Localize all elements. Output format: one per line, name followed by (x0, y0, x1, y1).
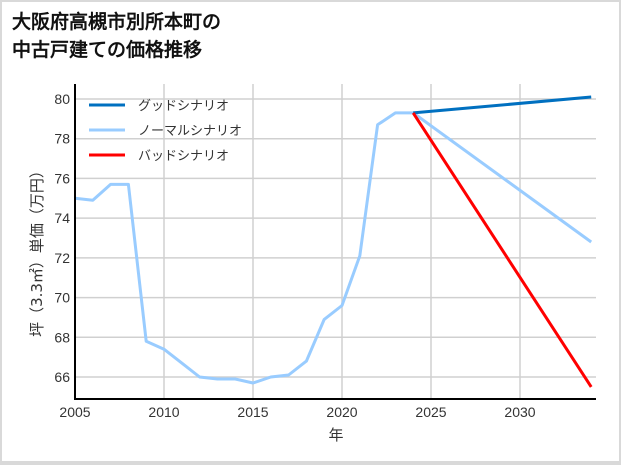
y-tick-label: 76 (54, 170, 70, 186)
x-axis-label: 年 (328, 426, 343, 444)
x-tick-label: 2020 (326, 404, 357, 420)
y-tick-label: 74 (54, 210, 70, 226)
series-line-2 (411, 112, 593, 388)
y-tick-label: 72 (54, 250, 70, 266)
series-line-1 (74, 111, 593, 385)
series-lines (74, 95, 593, 388)
chart-title-line-1: 大阪府高槻市別所本町の (12, 11, 222, 33)
chart-title-line-2: 中古戸建ての価格推移 (12, 39, 203, 61)
x-tick-label: 2015 (237, 404, 268, 420)
y-tick-label: 80 (54, 91, 70, 107)
y-tick-label: 66 (54, 369, 70, 385)
series-line-0 (413, 95, 592, 115)
y-axis-label: 坪（3.3㎡）単価（万円） (28, 163, 46, 337)
x-tick-label: 2025 (415, 404, 446, 420)
tick-labels: 2005 2010 2015 2020 2025 2030 66 68 70 72 74 76 78 80 (54, 91, 535, 420)
x-tick-label: 2005 (59, 404, 90, 420)
y-tick-label: 78 (54, 131, 70, 147)
chart-title: 大阪府高槻市別所本町の 中古戸建ての価格推移 (12, 8, 221, 64)
legend-label: ノーマルシナリオ (138, 124, 242, 139)
y-tick-label: 70 (54, 290, 70, 306)
grid-lines (74, 84, 596, 399)
x-tick-label: 2030 (504, 404, 535, 420)
legend-label: バッドシナリオ (138, 149, 229, 164)
y-tick-label: 68 (54, 329, 70, 345)
x-tick-label: 2010 (148, 404, 179, 420)
legend-label: グッドシナリオ (138, 99, 229, 114)
axes (74, 84, 596, 400)
